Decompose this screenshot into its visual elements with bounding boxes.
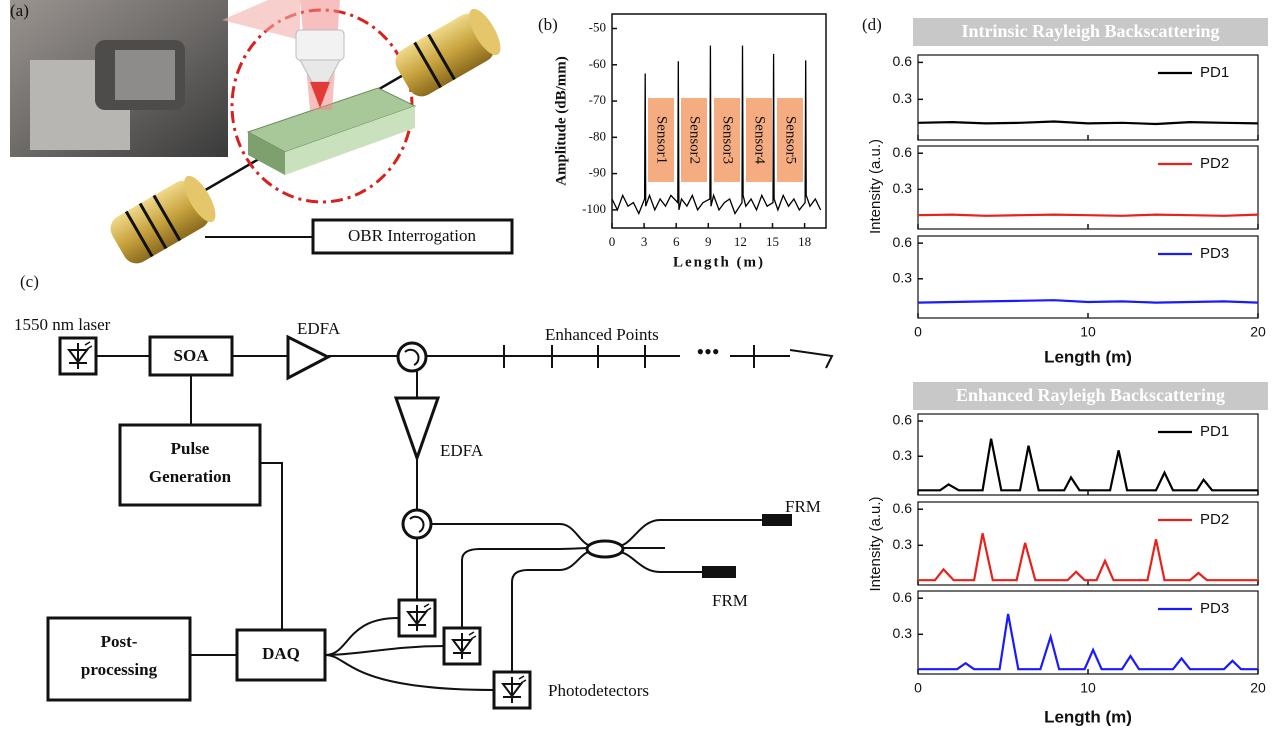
photodetector bbox=[399, 600, 435, 636]
legend-label: PD3 bbox=[1200, 245, 1229, 262]
frm-label: FRM bbox=[785, 497, 821, 516]
series-line bbox=[918, 533, 1258, 580]
x-tick-label: 0 bbox=[609, 234, 616, 249]
chart-title: Enhanced Rayleigh Backscattering bbox=[956, 385, 1225, 405]
y-tick-label: 0.6 bbox=[893, 53, 913, 69]
daq-label: DAQ bbox=[262, 644, 300, 663]
annotation: Sensor2 bbox=[687, 116, 703, 164]
chart-title: Intrinsic Rayleigh Backscattering bbox=[962, 21, 1220, 41]
y-tick-label: 0.6 bbox=[893, 234, 913, 250]
y-tick-label: -100 bbox=[582, 201, 606, 216]
post-label: processing bbox=[81, 660, 158, 679]
pulse-box bbox=[120, 425, 260, 505]
x-tick-label: 0 bbox=[914, 324, 922, 340]
legend-label: PD2 bbox=[1200, 155, 1229, 172]
obr-label: OBR Interrogation bbox=[348, 226, 476, 245]
series-line bbox=[918, 614, 1258, 669]
pulse-label: Pulse bbox=[171, 439, 210, 458]
x-tick-label: 10 bbox=[1080, 324, 1096, 340]
objective bbox=[296, 30, 344, 60]
ellipsis: ••• bbox=[696, 339, 719, 364]
y-tick-label: -80 bbox=[589, 128, 606, 143]
enhanced-points-label: Enhanced Points bbox=[545, 325, 659, 344]
series-line bbox=[918, 300, 1258, 302]
y-axis-label: Intensity (a.u.) bbox=[867, 139, 884, 234]
x-tick-label: 3 bbox=[641, 234, 648, 249]
coupler bbox=[587, 541, 623, 557]
y-tick-label: 0.6 bbox=[893, 589, 913, 605]
y-tick-label: 0.6 bbox=[893, 412, 913, 428]
y-tick-label: 0.3 bbox=[893, 180, 913, 196]
y-tick-label: 0.6 bbox=[893, 500, 913, 516]
edfa-amplifier bbox=[288, 337, 328, 378]
edfa-label: EDFA bbox=[440, 441, 484, 460]
x-axis-label: Length (m) bbox=[1044, 347, 1132, 366]
fiber-holder bbox=[105, 171, 221, 268]
panel-a: OBR Interrogation (a) bbox=[10, 0, 512, 269]
y-tick-label: 0.3 bbox=[893, 90, 913, 106]
fiber-holder bbox=[390, 4, 506, 101]
y-tick-label: -50 bbox=[589, 19, 606, 34]
series-line bbox=[918, 122, 1258, 125]
photodetectors-label: Photodetectors bbox=[548, 681, 649, 700]
panel-label: (b) bbox=[538, 15, 558, 34]
x-tick-label: 15 bbox=[766, 234, 779, 249]
annotation: Sensor3 bbox=[720, 116, 736, 164]
x-tick-label: 12 bbox=[734, 234, 747, 249]
legend-label: PD1 bbox=[1200, 64, 1229, 81]
annotation: Sensor4 bbox=[752, 116, 768, 165]
circulator bbox=[403, 510, 431, 538]
legend-label: PD2 bbox=[1200, 511, 1229, 528]
frm bbox=[702, 566, 736, 578]
x-tick-label: 9 bbox=[705, 234, 712, 249]
photo-objective-ring bbox=[115, 50, 175, 100]
x-tick-label: 20 bbox=[1250, 680, 1266, 696]
y-tick-label: -90 bbox=[589, 165, 606, 180]
x-tick-label: 20 bbox=[1250, 324, 1266, 340]
figure: OBR Interrogation (a) (b) (d) (c) 1550 n… bbox=[0, 0, 1278, 731]
y-tick-label: -70 bbox=[589, 92, 606, 107]
pulse-label: Generation bbox=[149, 467, 232, 486]
annotation: Sensor5 bbox=[783, 116, 799, 164]
x-tick-label: 18 bbox=[798, 234, 811, 249]
post-label: Post- bbox=[101, 632, 138, 651]
panel-label: (d) bbox=[862, 15, 882, 34]
panel-label: (c) bbox=[20, 272, 39, 291]
y-axis-label: Intensity (a.u.) bbox=[867, 496, 884, 591]
y-tick-label: 0.6 bbox=[893, 144, 913, 160]
edfa-label: EDFA bbox=[297, 319, 341, 338]
legend-label: PD3 bbox=[1200, 600, 1229, 617]
laser-label: 1550 nm laser bbox=[14, 315, 111, 334]
photodetector bbox=[494, 672, 530, 708]
x-axis-label: Length (m) bbox=[1044, 707, 1132, 726]
x-tick-label: 6 bbox=[673, 234, 680, 249]
edfa-amplifier bbox=[396, 398, 438, 458]
frm-label: FRM bbox=[712, 591, 748, 610]
panel-c: (c) 1550 nm laser ••• SOA EDFA Enhanced … bbox=[14, 272, 832, 708]
y-tick-label: -60 bbox=[589, 56, 606, 71]
circulator bbox=[398, 343, 426, 371]
laser-diode bbox=[60, 338, 96, 374]
y-tick-label: 0.3 bbox=[893, 447, 913, 463]
series-line bbox=[918, 439, 1258, 491]
x-axis-label: Length (m) bbox=[673, 254, 765, 270]
photodetector bbox=[444, 628, 480, 664]
y-tick-label: 0.3 bbox=[893, 625, 913, 641]
panel-label: (a) bbox=[10, 1, 29, 20]
legend-label: PD1 bbox=[1200, 423, 1229, 440]
x-tick-label: 0 bbox=[914, 680, 922, 696]
series-line bbox=[918, 215, 1258, 216]
soa-label: SOA bbox=[174, 346, 210, 365]
y-tick-label: 0.3 bbox=[893, 269, 913, 285]
laser-beam bbox=[222, 0, 300, 40]
y-axis-label: Amplitude (dB/mm) bbox=[553, 56, 569, 186]
y-tick-label: 0.3 bbox=[893, 536, 913, 552]
x-tick-label: 10 bbox=[1080, 680, 1096, 696]
annotation: Sensor1 bbox=[654, 116, 670, 164]
